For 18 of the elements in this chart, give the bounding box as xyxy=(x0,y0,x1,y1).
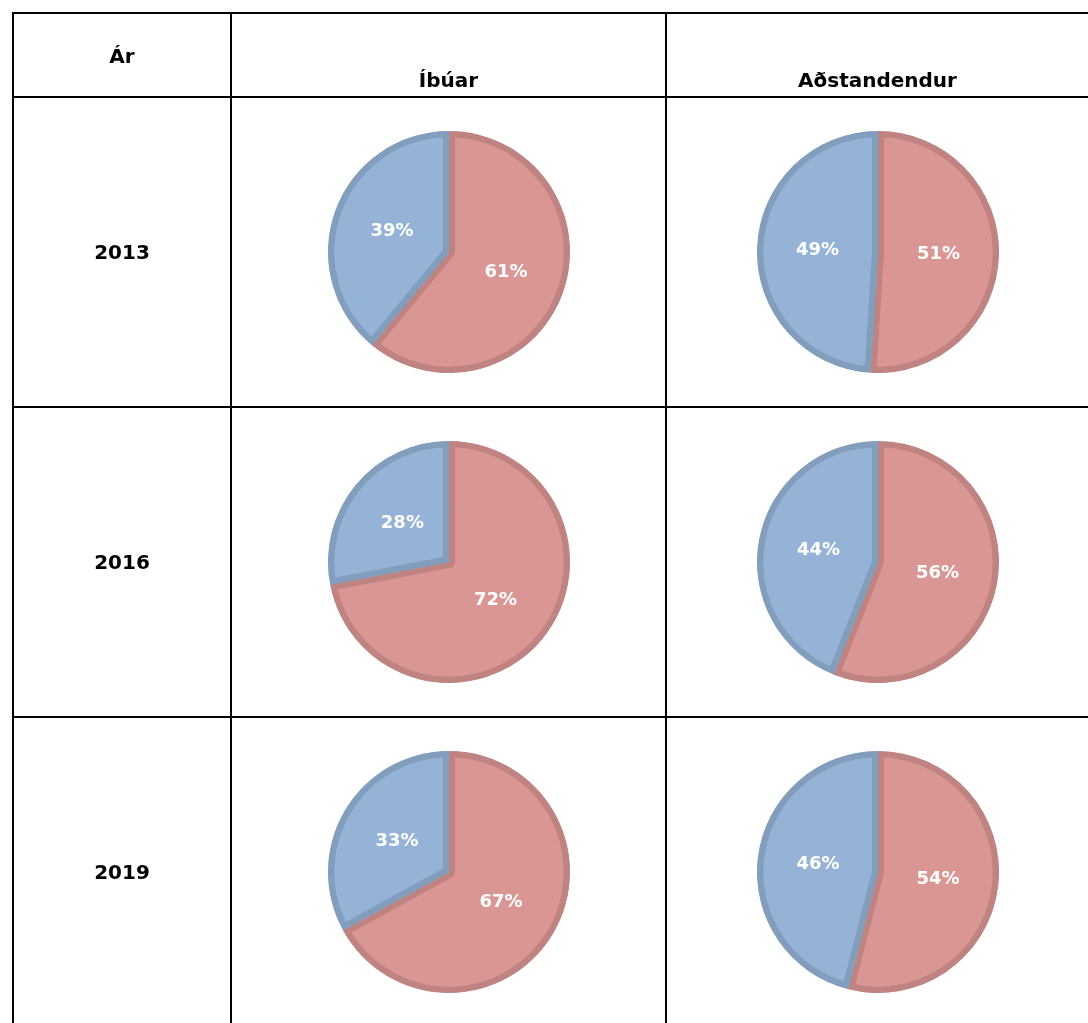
data-label: 61% xyxy=(483,260,527,282)
data-label: 44% xyxy=(796,538,840,560)
data-label: 72% xyxy=(473,588,517,610)
text: Íbúar xyxy=(418,68,479,92)
data-label: 49% xyxy=(795,237,839,259)
text: 2013 xyxy=(94,240,150,264)
data-label: 54% xyxy=(915,867,960,889)
text: 2016 xyxy=(94,550,150,574)
text: Ár xyxy=(109,44,135,68)
data-label: 51% xyxy=(916,241,960,263)
data-label: 33% xyxy=(374,828,418,850)
data-label: 56% xyxy=(915,561,959,583)
data-label: 46% xyxy=(795,852,840,874)
text: 2019 xyxy=(94,860,150,884)
data-label: 28% xyxy=(380,511,424,533)
text: Aðstandendur xyxy=(798,68,957,92)
data-label: 67% xyxy=(479,890,523,912)
data-label: 39% xyxy=(370,219,414,241)
